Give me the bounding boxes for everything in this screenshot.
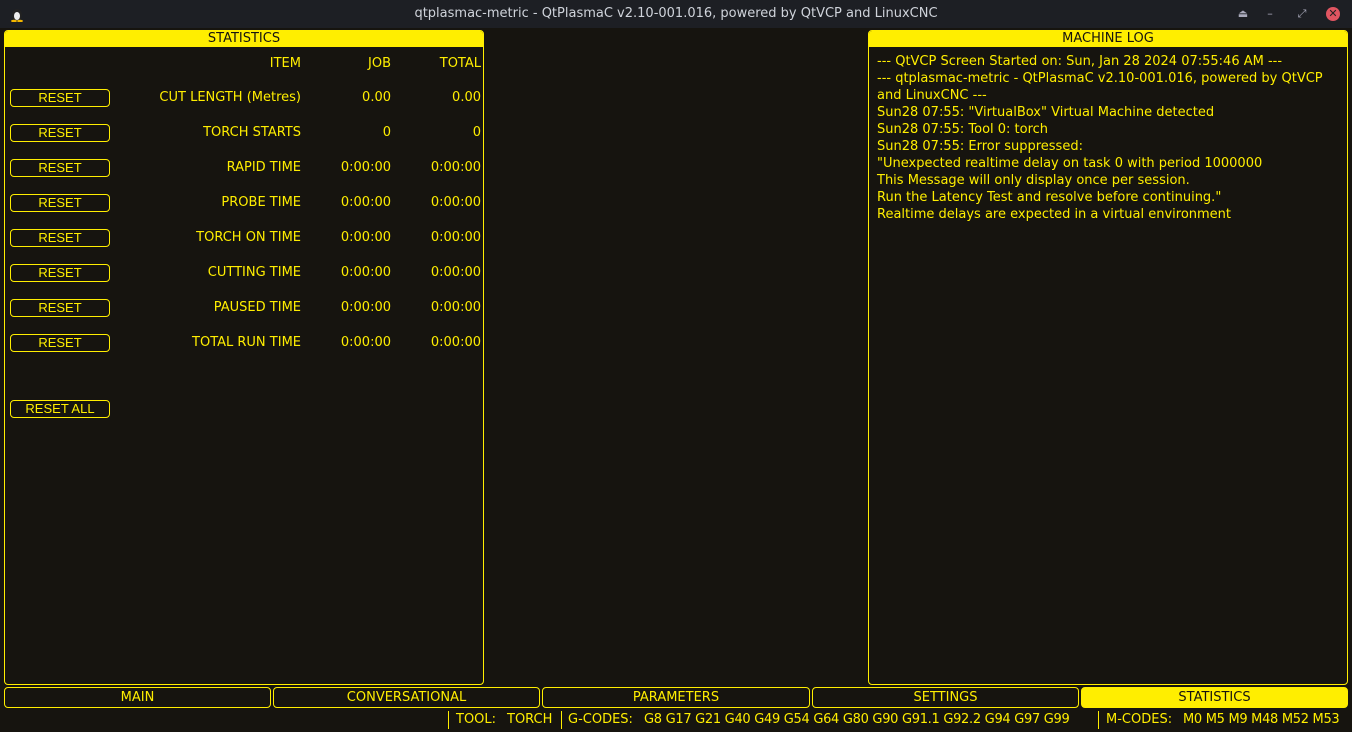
reset-button[interactable]: RESET xyxy=(10,264,110,282)
reset-button[interactable]: RESET xyxy=(10,124,110,142)
close-icon[interactable]: ✕ xyxy=(1326,7,1340,21)
mcodes-label: M-CODES: xyxy=(1106,712,1173,727)
stat-row: CUT LENGTH (Metres) 0.00 0.00 xyxy=(5,89,483,107)
stat-row: CUTTING TIME 0:00:00 0:00:00 xyxy=(5,264,483,282)
statistics-title: STATISTICS xyxy=(5,31,483,47)
log-line: Realtime delays are expected in a virtua… xyxy=(877,207,1232,222)
maximize-icon[interactable]: ⤢ xyxy=(1297,7,1307,20)
reset-button[interactable]: RESET xyxy=(10,229,110,247)
stat-row: PAUSED TIME 0:00:00 0:00:00 xyxy=(5,299,483,317)
window-title: qtplasmac-metric - QtPlasmaC v2.10-001.0… xyxy=(414,6,938,21)
status-separator xyxy=(1098,711,1099,729)
reset-button[interactable]: RESET xyxy=(10,299,110,317)
stat-item: TORCH ON TIME xyxy=(196,230,301,245)
log-line: This Message will only display once per … xyxy=(877,173,1190,188)
app-tux-icon xyxy=(11,9,23,22)
stat-total: 0.00 xyxy=(452,90,481,105)
log-line: --- QtVCP Screen Started on: Sun, Jan 28… xyxy=(877,54,1283,69)
stat-item: CUTTING TIME xyxy=(207,265,301,280)
header-job: JOB xyxy=(368,56,391,71)
stat-total: 0:00:00 xyxy=(430,300,481,315)
reset-button[interactable]: RESET xyxy=(10,334,110,352)
log-line: Sun28 07:55: "VirtualBox" Virtual Machin… xyxy=(877,105,1215,120)
log-line: --- qtplasmac-metric - QtPlasmaC v2.10-0… xyxy=(877,71,1323,103)
status-separator xyxy=(561,711,562,729)
tab-statistics[interactable]: STATISTICS xyxy=(1081,687,1348,708)
machine-log-title: MACHINE LOG xyxy=(869,31,1347,47)
stat-row: TORCH ON TIME 0:00:00 0:00:00 xyxy=(5,229,483,247)
log-line: Sun28 07:55: Tool 0: torch xyxy=(877,122,1049,137)
stat-row: TOTAL RUN TIME 0:00:00 0:00:00 xyxy=(5,334,483,352)
statistics-panel: STATISTICS ITEM JOB TOTAL RESET CUT LENG… xyxy=(4,30,484,685)
stat-job: 0:00:00 xyxy=(340,265,391,280)
gcodes-value: G8 G17 G21 G40 G49 G54 G64 G80 G90 G91.1… xyxy=(644,712,1070,727)
log-line: "Unexpected realtime delay on task 0 wit… xyxy=(877,156,1263,171)
stat-item: CUT LENGTH (Metres) xyxy=(159,90,301,105)
stat-job: 0:00:00 xyxy=(340,195,391,210)
title-bar: qtplasmac-metric - QtPlasmaC v2.10-001.0… xyxy=(0,0,1352,28)
stat-total: 0:00:00 xyxy=(430,230,481,245)
tab-parameters[interactable]: PARAMETERS xyxy=(542,687,810,708)
tab-settings[interactable]: SETTINGS xyxy=(812,687,1079,708)
stat-total: 0:00:00 xyxy=(430,160,481,175)
status-separator xyxy=(448,711,449,729)
tool-value: TORCH xyxy=(507,712,553,727)
mcodes-value: M0 M5 M9 M48 M52 M53 xyxy=(1183,712,1340,727)
machine-log-text[interactable]: --- QtVCP Screen Started on: Sun, Jan 28… xyxy=(869,47,1347,229)
reset-button[interactable]: RESET xyxy=(10,159,110,177)
log-line: Sun28 07:55: Error suppressed: xyxy=(877,139,1083,154)
stat-total: 0:00:00 xyxy=(430,195,481,210)
stat-job: 0 xyxy=(382,125,391,140)
header-total: TOTAL xyxy=(439,56,481,71)
stat-job: 0:00:00 xyxy=(340,160,391,175)
stat-item: PAUSED TIME xyxy=(213,300,301,315)
keep-above-icon[interactable]: ⏏ xyxy=(1237,7,1249,20)
stat-item: TOTAL RUN TIME xyxy=(192,335,301,350)
stat-row: PROBE TIME 0:00:00 0:00:00 xyxy=(5,194,483,212)
stat-total: 0 xyxy=(472,125,481,140)
stat-job: 0:00:00 xyxy=(340,300,391,315)
statistics-header: ITEM JOB TOTAL xyxy=(5,55,483,73)
stat-job: 0.00 xyxy=(362,90,391,105)
tab-conversational[interactable]: CONVERSATIONAL xyxy=(273,687,540,708)
stat-item: RAPID TIME xyxy=(226,160,301,175)
reset-all-button[interactable]: RESET ALL xyxy=(10,400,110,418)
reset-button[interactable]: RESET xyxy=(10,194,110,212)
stat-item: TORCH STARTS xyxy=(203,125,301,140)
stat-job: 0:00:00 xyxy=(340,335,391,350)
stat-item: PROBE TIME xyxy=(221,195,301,210)
stat-total: 0:00:00 xyxy=(430,265,481,280)
minimize-icon[interactable]: – xyxy=(1267,7,1273,20)
header-item: ITEM xyxy=(269,56,301,71)
machine-log-panel: MACHINE LOG --- QtVCP Screen Started on:… xyxy=(868,30,1348,685)
reset-button[interactable]: RESET xyxy=(10,89,110,107)
log-line: Run the Latency Test and resolve before … xyxy=(877,190,1222,205)
stat-job: 0:00:00 xyxy=(340,230,391,245)
stat-total: 0:00:00 xyxy=(430,335,481,350)
gcodes-label: G-CODES: xyxy=(568,712,633,727)
tab-main[interactable]: MAIN xyxy=(4,687,271,708)
stat-row: RAPID TIME 0:00:00 0:00:00 xyxy=(5,159,483,177)
tool-label: TOOL: xyxy=(456,712,497,727)
stat-row: TORCH STARTS 0 0 xyxy=(5,124,483,142)
